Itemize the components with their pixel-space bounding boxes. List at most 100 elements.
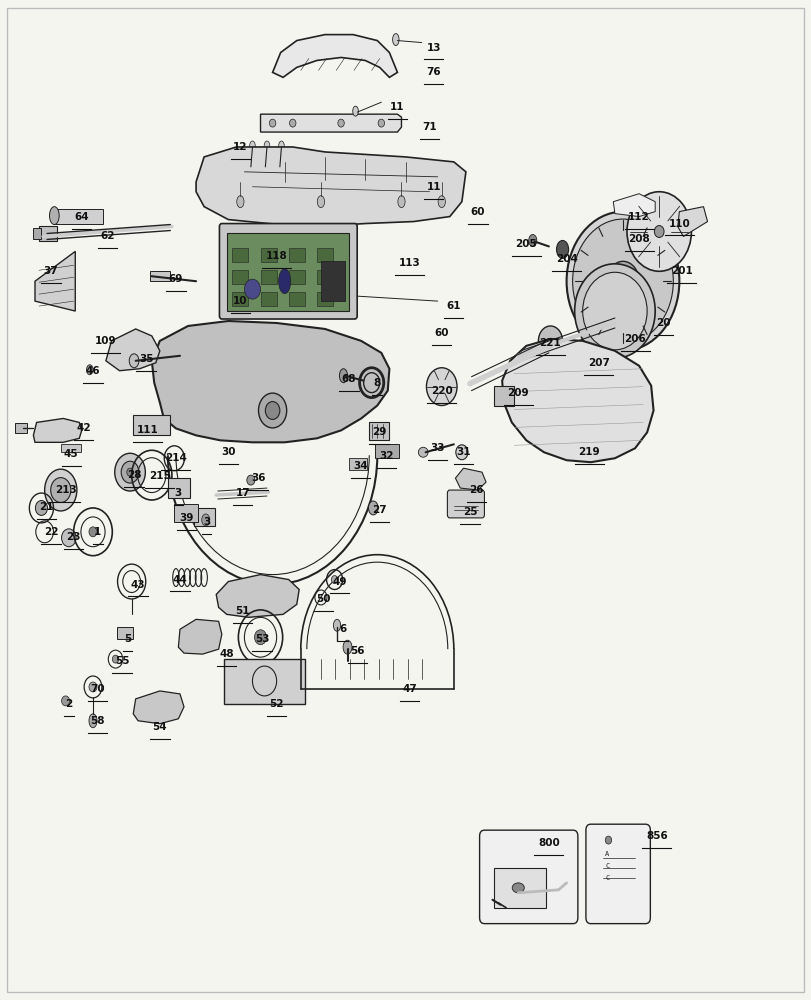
Text: 207: 207 <box>588 358 610 368</box>
Text: 68: 68 <box>342 374 356 384</box>
Ellipse shape <box>438 196 445 208</box>
Bar <box>225 659 305 704</box>
Ellipse shape <box>62 529 76 547</box>
Text: 213: 213 <box>54 485 76 495</box>
Text: 37: 37 <box>44 266 58 276</box>
Text: 17: 17 <box>235 488 250 498</box>
Text: 209: 209 <box>508 388 529 398</box>
Ellipse shape <box>49 207 59 225</box>
Ellipse shape <box>539 326 563 356</box>
Ellipse shape <box>607 261 639 301</box>
Polygon shape <box>502 339 654 462</box>
Text: 45: 45 <box>64 449 79 459</box>
Text: 28: 28 <box>127 470 141 480</box>
Ellipse shape <box>513 883 524 893</box>
Ellipse shape <box>427 368 457 406</box>
Bar <box>317 248 333 262</box>
Bar <box>289 270 305 284</box>
Text: 61: 61 <box>447 301 461 311</box>
Bar <box>317 292 333 306</box>
Polygon shape <box>678 207 707 236</box>
Ellipse shape <box>51 478 71 502</box>
Bar <box>232 292 248 306</box>
Bar <box>494 386 514 406</box>
Text: 42: 42 <box>76 423 91 433</box>
Text: 206: 206 <box>624 334 646 344</box>
Text: 111: 111 <box>137 425 159 435</box>
Ellipse shape <box>338 119 345 127</box>
Text: 56: 56 <box>350 646 364 656</box>
Text: 10: 10 <box>233 296 247 306</box>
Text: 76: 76 <box>427 67 441 77</box>
Ellipse shape <box>340 369 347 383</box>
Ellipse shape <box>62 696 70 706</box>
Ellipse shape <box>89 682 97 692</box>
Text: 51: 51 <box>235 606 250 616</box>
Text: 30: 30 <box>221 447 235 457</box>
Text: 6: 6 <box>339 624 346 634</box>
Polygon shape <box>33 418 82 442</box>
Text: A: A <box>605 851 610 857</box>
Ellipse shape <box>36 500 48 515</box>
Ellipse shape <box>114 453 145 491</box>
Ellipse shape <box>654 226 664 237</box>
Text: 2: 2 <box>65 699 72 709</box>
Ellipse shape <box>129 354 139 368</box>
Text: 1: 1 <box>94 527 101 537</box>
Text: 55: 55 <box>114 656 129 666</box>
Text: 34: 34 <box>353 461 367 471</box>
FancyBboxPatch shape <box>586 824 650 924</box>
Text: 32: 32 <box>379 451 393 461</box>
Text: 110: 110 <box>668 219 690 229</box>
Bar <box>260 270 277 284</box>
Bar <box>39 226 57 241</box>
Ellipse shape <box>353 106 358 116</box>
Ellipse shape <box>269 119 276 127</box>
Bar <box>133 415 169 435</box>
Text: 8: 8 <box>374 378 381 388</box>
Text: 205: 205 <box>516 239 537 249</box>
Ellipse shape <box>247 475 255 485</box>
Text: 215: 215 <box>149 471 170 481</box>
Text: 12: 12 <box>233 142 247 152</box>
Text: 13: 13 <box>427 43 441 53</box>
Ellipse shape <box>290 119 296 127</box>
Text: 23: 23 <box>67 532 81 542</box>
Ellipse shape <box>456 445 468 460</box>
Text: 50: 50 <box>316 594 331 604</box>
Text: 11: 11 <box>427 182 441 192</box>
Bar <box>349 458 367 470</box>
Bar <box>232 270 248 284</box>
Text: 70: 70 <box>91 684 105 694</box>
Polygon shape <box>178 619 222 654</box>
Bar <box>150 271 170 281</box>
Ellipse shape <box>255 630 267 645</box>
Text: 20: 20 <box>656 318 671 328</box>
Ellipse shape <box>398 196 406 208</box>
Bar <box>61 444 81 452</box>
Text: 214: 214 <box>165 453 187 463</box>
Text: 3: 3 <box>203 517 210 527</box>
Ellipse shape <box>265 402 280 419</box>
Ellipse shape <box>244 279 260 299</box>
Text: 109: 109 <box>95 336 117 346</box>
Ellipse shape <box>112 655 118 663</box>
Bar <box>117 627 133 639</box>
Text: 219: 219 <box>578 447 600 457</box>
Polygon shape <box>152 321 389 442</box>
Text: 69: 69 <box>169 274 183 284</box>
Ellipse shape <box>202 514 210 526</box>
Ellipse shape <box>575 264 655 358</box>
Text: 221: 221 <box>539 338 561 348</box>
Bar <box>289 248 305 262</box>
Text: 33: 33 <box>431 443 445 453</box>
Text: 48: 48 <box>220 649 234 659</box>
Text: 53: 53 <box>255 634 269 644</box>
Bar <box>260 248 277 262</box>
Bar <box>54 209 103 224</box>
Text: 27: 27 <box>372 505 387 515</box>
Text: 3: 3 <box>174 488 182 498</box>
Ellipse shape <box>333 619 341 631</box>
Text: 62: 62 <box>101 231 114 241</box>
Text: 204: 204 <box>556 254 577 264</box>
